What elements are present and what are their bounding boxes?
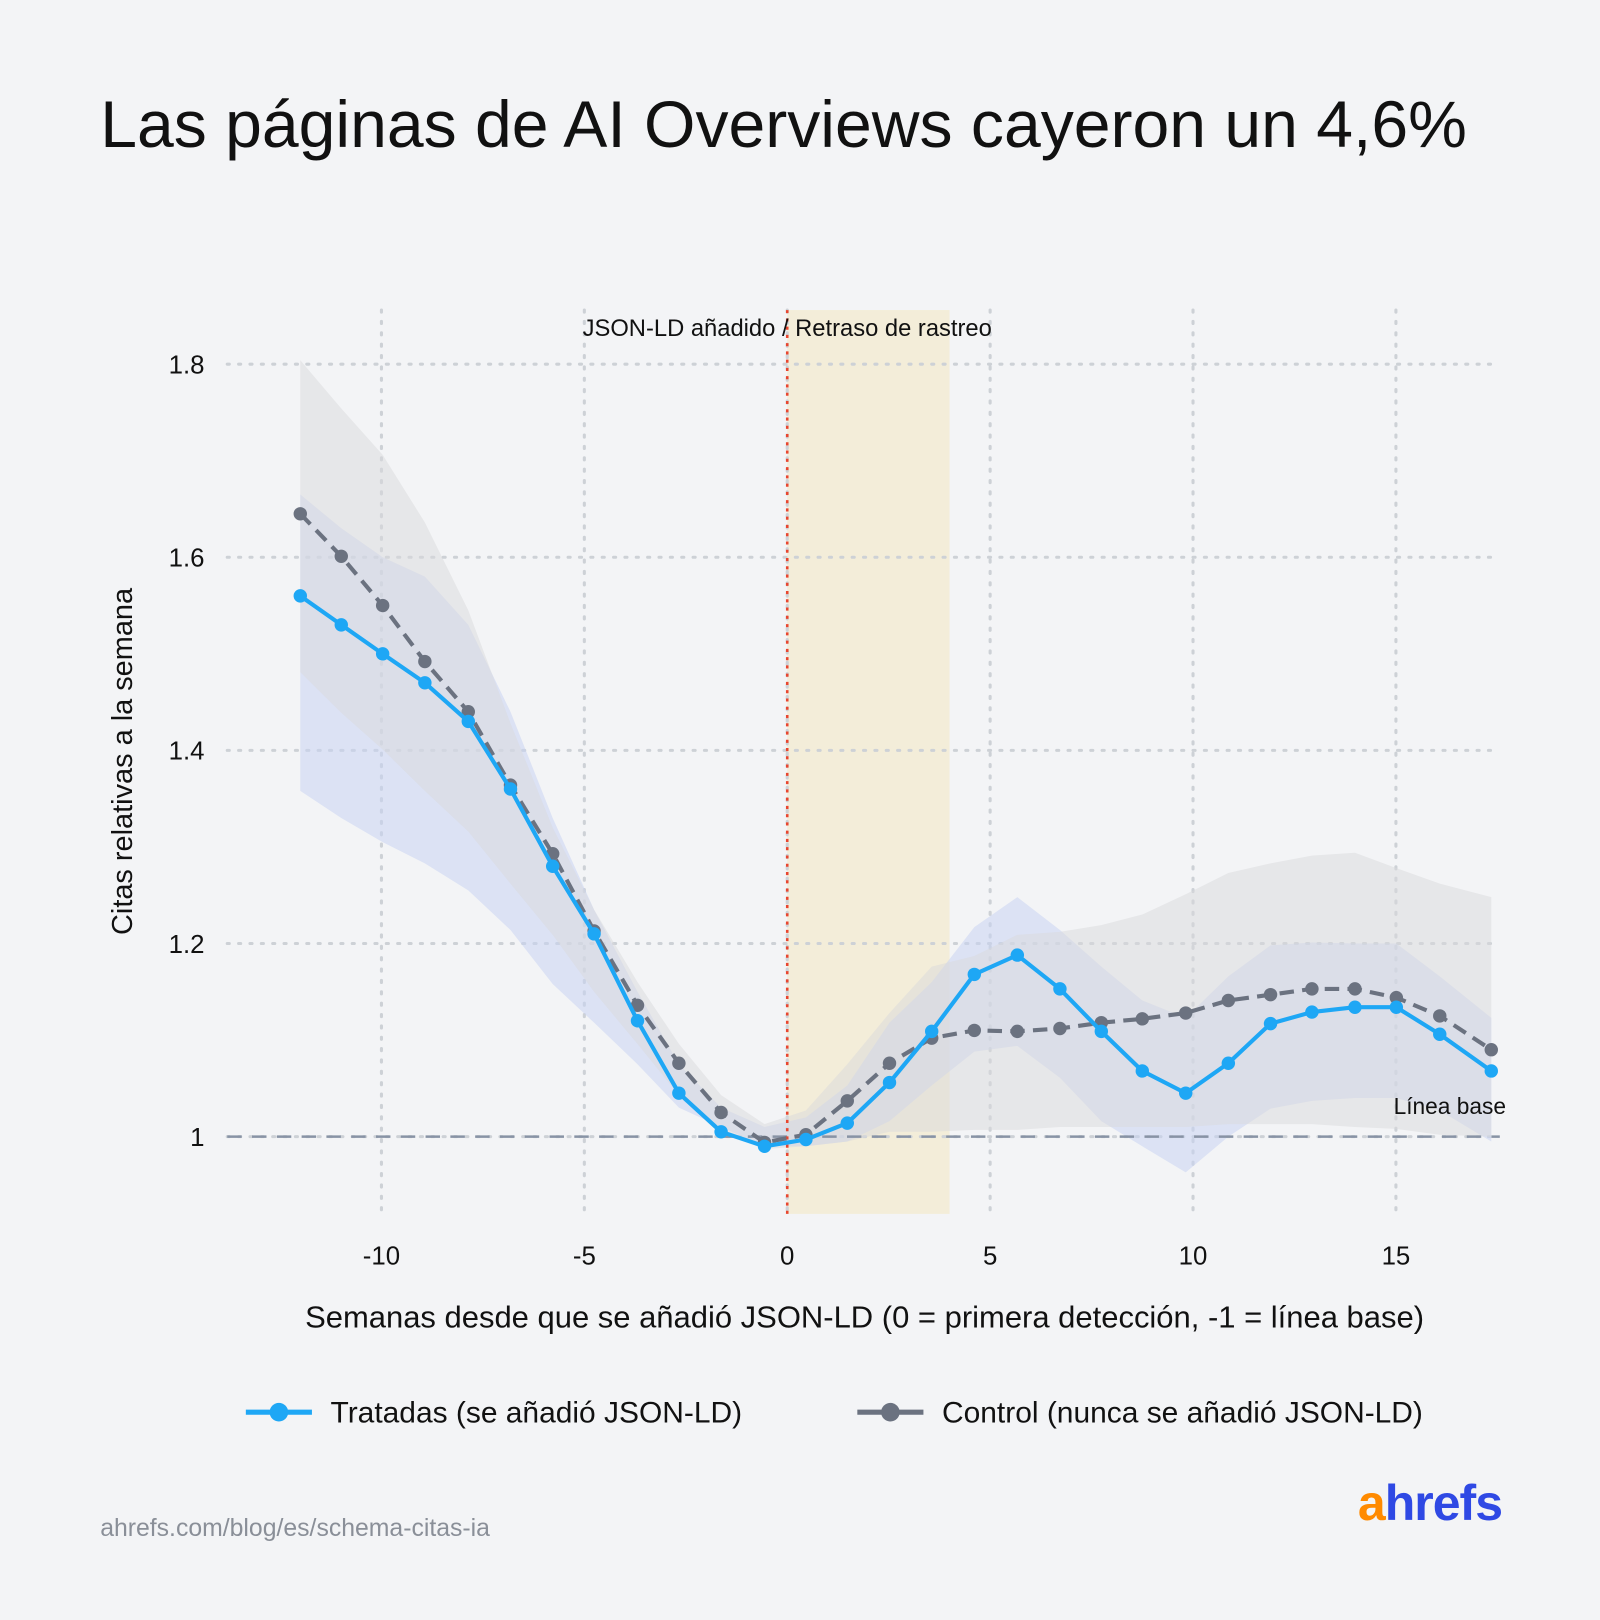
data-point	[799, 1132, 813, 1147]
data-point	[1484, 1043, 1498, 1057]
data-point	[882, 1075, 897, 1090]
data-point	[672, 1086, 686, 1100]
data-point	[418, 676, 432, 690]
data-point	[1389, 1000, 1404, 1014]
x-tick-label: 10	[1179, 1242, 1208, 1270]
y-tick-label: 1	[190, 1124, 204, 1152]
data-point	[757, 1139, 772, 1153]
data-point	[967, 967, 982, 982]
data-point	[924, 1024, 939, 1039]
data-point	[1263, 987, 1278, 1002]
data-point	[630, 1014, 645, 1028]
y-tick-label: 1.4	[169, 738, 205, 766]
data-point	[1094, 1024, 1109, 1039]
x-tick-label: -10	[363, 1242, 400, 1270]
event-label: JSON-LD añadido / Retraso de rastreo	[583, 315, 992, 342]
x-tick-label: 15	[1382, 1242, 1411, 1270]
y-axis-label: Citas relativas a la semana	[107, 587, 139, 935]
data-point	[1010, 1024, 1025, 1039]
data-point	[672, 1056, 686, 1070]
data-point	[1433, 1009, 1447, 1023]
data-point	[461, 714, 475, 729]
data-point	[1433, 1027, 1447, 1041]
y-tick-label: 1.8	[169, 351, 205, 379]
data-point	[293, 589, 307, 603]
data-point	[503, 782, 518, 796]
data-point	[882, 1056, 897, 1070]
source: ahrefs.com/blog/es/schema-citas-ia	[100, 1515, 490, 1542]
data-point	[630, 998, 645, 1013]
data-point	[840, 1094, 855, 1108]
confidence-band	[300, 494, 1492, 1173]
data-point	[1221, 993, 1236, 1008]
data-point	[375, 598, 390, 613]
data-point	[1135, 1012, 1150, 1026]
data-point	[1179, 1006, 1193, 1020]
data-point	[545, 859, 560, 873]
confidence-band	[300, 360, 1492, 1150]
baseline-label: Línea base	[1394, 1093, 1506, 1119]
data-point	[1348, 982, 1362, 996]
legend-label: Tratadas (se añadió JSON-LD)	[331, 1397, 743, 1430]
legend-marker	[269, 1402, 289, 1422]
data-point	[1135, 1064, 1150, 1078]
data-point	[375, 647, 390, 661]
data-point	[967, 1023, 982, 1038]
data-point	[1305, 1005, 1319, 1019]
data-point	[293, 507, 307, 521]
x-tick-label: 0	[780, 1242, 794, 1270]
x-tick-label: -5	[573, 1242, 596, 1270]
x-axis-label: Semanas desde que se añadió JSON-LD (0 =…	[305, 1299, 1424, 1334]
data-point	[1221, 1056, 1236, 1070]
data-point	[840, 1116, 855, 1130]
data-point	[418, 654, 432, 669]
data-point	[1053, 982, 1067, 996]
data-point	[334, 618, 348, 632]
data-point	[1305, 982, 1319, 996]
data-point	[714, 1125, 728, 1139]
data-point	[1263, 1016, 1278, 1031]
data-point	[1179, 1086, 1193, 1100]
y-tick-label: 1.2	[169, 931, 205, 959]
data-point	[1053, 1021, 1067, 1036]
data-point	[1010, 948, 1025, 962]
data-point	[714, 1105, 728, 1120]
legend-marker	[881, 1402, 900, 1422]
chart-title: Las páginas de AI Overviews cayeron un 4…	[100, 88, 1467, 162]
legend-label: Control (nunca se añadió JSON-LD)	[942, 1397, 1423, 1430]
data-point	[461, 705, 475, 719]
data-point	[587, 927, 601, 941]
data-point	[1389, 990, 1404, 1005]
data-point	[334, 549, 348, 564]
data-point	[1484, 1064, 1498, 1078]
logo: ahrefs	[1357, 1475, 1503, 1531]
data-point	[1348, 1000, 1362, 1014]
y-tick-label: 1.6	[169, 545, 205, 573]
x-tick-label: 5	[983, 1242, 997, 1270]
title-line: Las páginas de AI Overviews cayeron un 4…	[100, 88, 1467, 162]
